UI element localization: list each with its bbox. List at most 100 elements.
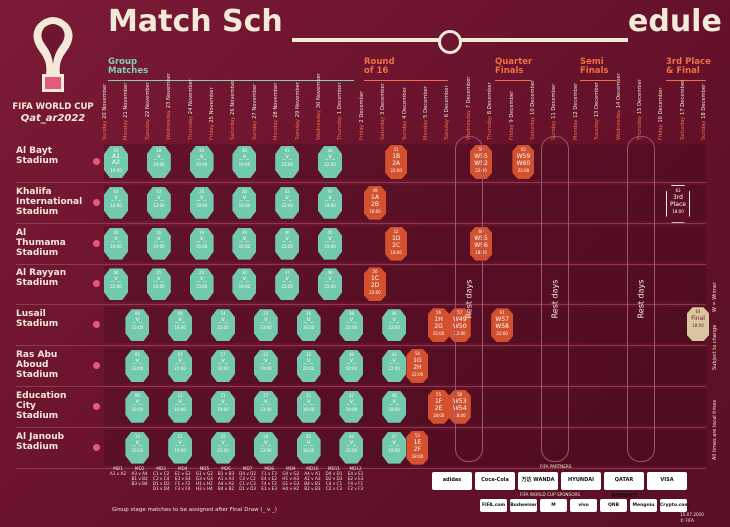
sponsor-logo: Mengniu	[630, 499, 657, 512]
matchday-col: MD10 A4 v A1 A2 v A3 B4 v B1 B2 v B3	[304, 466, 321, 491]
stage-r16: Round of 16	[364, 57, 395, 76]
knockout-match: 62 W59 W60 22:00	[512, 145, 535, 179]
sponsor-logo: Budweiser	[510, 499, 537, 512]
group-match: 06 _v_ 16:00	[125, 390, 150, 423]
page-title-end: edule	[628, 4, 722, 39]
group-match: 38 _v_ 22:00	[339, 309, 364, 342]
stage-final: 3rd Place & Final	[666, 57, 711, 76]
group-match: 14 _v_ 22:00	[211, 309, 235, 342]
venue-name: Al Rayyan Stadium	[16, 268, 67, 289]
note-local-times: All times are local times	[712, 399, 718, 460]
group-match: 18 _v_ 19:00	[146, 146, 171, 178]
knockout-match: 52 1D 2C 18:00	[385, 226, 408, 261]
sponsor-logo: M	[540, 499, 567, 512]
group-match: 17 _v_ 16:00	[211, 350, 235, 382]
stage-final-bar	[666, 80, 706, 81]
knockout-match: 58 W53 W54 18:00	[448, 389, 471, 424]
group-match: 39 _v_ 19:00	[339, 350, 364, 382]
date-col: Tuesday 29 November	[294, 82, 301, 140]
venue-ball-icon	[93, 239, 100, 247]
stage-r16-bar	[364, 80, 448, 81]
footer-date: 15.07.2020	[680, 512, 704, 517]
matchday-col: MD8 F1 v F3 E4 v E2 F4 v F2 E1 v E3	[261, 466, 278, 491]
matchday-col: MD5 G1 v G2 G3 v G4 H1 v H2 H3 v H4	[195, 466, 213, 491]
group-match: 43 _v_ 22:00	[382, 350, 407, 382]
date-col: Sunday 11 December	[551, 83, 558, 140]
date-col: Thursday 24 November	[187, 78, 194, 140]
date-col: Wednesday 23 November	[166, 73, 173, 140]
group-match: 05 _v_ 13:00	[125, 350, 150, 382]
date-col: Wednesday 14 December	[615, 73, 622, 140]
matchday-col: MD6 B1 v B3 A1 v A3 A4 v A2 B4 v B2	[217, 466, 235, 491]
world-cup-trophy-logo	[18, 14, 88, 104]
knockout-match: 54 1G 2H 22:00	[406, 349, 429, 383]
matchday-col: MD3 C1 v C2 C3 v C4 D1 v D2 D3 v D4	[152, 466, 170, 491]
knockout-match: 57 W49 W50 22:00	[448, 308, 471, 343]
row-divider	[16, 426, 706, 428]
group-match: 10 _v_ 16:00	[125, 431, 150, 464]
group-match: 07 _v_ 22:00	[168, 350, 193, 382]
date-col: Saturday 26 November	[230, 79, 237, 140]
sponsors-label: FIFA WORLD CUP SPONSORS	[520, 492, 581, 497]
group-match: 27 _v_ 13:00	[253, 390, 278, 423]
stage-sf-bar	[580, 80, 616, 81]
group-match: 46 _v_ 22:00	[382, 309, 407, 342]
group-match: 34 _v_ 13:00	[253, 431, 278, 464]
date-col: Friday 9 December	[508, 90, 515, 140]
group-match: 19 _v_ 16:00	[189, 227, 214, 260]
group-match: 20 _v_ 19:00	[189, 186, 214, 219]
knockout-match: 55 1F 2E 18:00	[427, 389, 450, 424]
row-divider	[16, 182, 706, 183]
venue-name: Al Thumama Stadium	[16, 227, 66, 258]
stage-group: Group Matches	[108, 57, 149, 76]
brand-year: Qat_ar2022	[20, 113, 86, 124]
group-match: 47 _v_ 19:00	[318, 186, 342, 219]
group-match: 33 _v_ 22:00	[275, 186, 300, 219]
matchday-col: MD11 D4 v D1 D2 v D3 C4 v C1 C2 v C3	[325, 466, 343, 491]
partner-logo: QATAR AIRWAYS	[604, 472, 644, 499]
date-col: Monday 12 December	[572, 82, 579, 140]
group-match: 44 _v_ 22:00	[318, 146, 342, 178]
venue-name: Khalifa International Stadium	[16, 186, 83, 217]
group-match: 23 _v_ 19:00	[253, 350, 278, 382]
date-col: Wednesday 7 December	[465, 76, 472, 140]
knockout-match: 60 W55 W56 18:00	[470, 226, 492, 261]
venue-name: Education City Stadium	[16, 390, 67, 421]
date-col: Sunday 27 November	[251, 83, 258, 140]
group-match: 01 A1 A2 19:00	[104, 146, 128, 178]
date-col: Saturday 17 December	[679, 79, 686, 140]
partner-logo: VISA	[647, 472, 687, 490]
date-col: Sunday 4 December	[401, 87, 408, 140]
group-match: 08 _v_ 13:00	[125, 309, 150, 342]
date-col: Wednesday 30 November	[316, 73, 322, 140]
note-subject-to-change: Subject to change	[712, 324, 718, 370]
venue-ball-icon	[93, 198, 100, 206]
date-col: Monday 28 November	[273, 82, 280, 140]
knockout-match: 49 1A 2B 18:00	[364, 185, 386, 220]
row-divider	[16, 222, 706, 224]
group-match: 15 _v_ 16:00	[146, 268, 171, 301]
group-match: 16 _v_ 19:00	[146, 227, 171, 260]
group-match: 35 _v_ 19:00	[189, 146, 214, 178]
sponsor-logo: Crypto.com	[660, 499, 689, 512]
row-divider	[16, 263, 706, 265]
date-col: Tuesday 22 November	[144, 82, 151, 140]
sponsor-logo: vivo	[570, 499, 597, 512]
venue-ball-icon	[93, 321, 100, 329]
matchday-col: MD9 G4 v G2 H1 v H3 G1 v G3 H4 v H2	[282, 466, 300, 491]
group-match: 42 _v_ 16:00	[296, 431, 321, 464]
date-col: Thursday 8 December	[487, 82, 494, 140]
group-match: 36 _v_ 19:00	[232, 146, 257, 178]
rest-days-2: Rest days	[541, 136, 569, 462]
group-match: 42 _v_ 19:00	[339, 390, 364, 423]
date-col: Friday 25 November	[209, 87, 215, 140]
stage-sf: Semi Finals	[580, 57, 609, 76]
knockout-match: 61 W57 W58 22:00	[491, 308, 514, 343]
matchday-col: MD7 D4 v D2 C4 v C2 C1 v C3 D1 v D3	[239, 466, 257, 491]
third-place-match: 63 3rd Place 18:00	[666, 184, 690, 223]
group-match: 28 _v_ 19:00	[232, 186, 257, 219]
group-match: 12 _v_ 16:00	[168, 390, 193, 423]
venue-ball-icon	[93, 362, 100, 369]
venue-ball-icon	[93, 280, 100, 288]
